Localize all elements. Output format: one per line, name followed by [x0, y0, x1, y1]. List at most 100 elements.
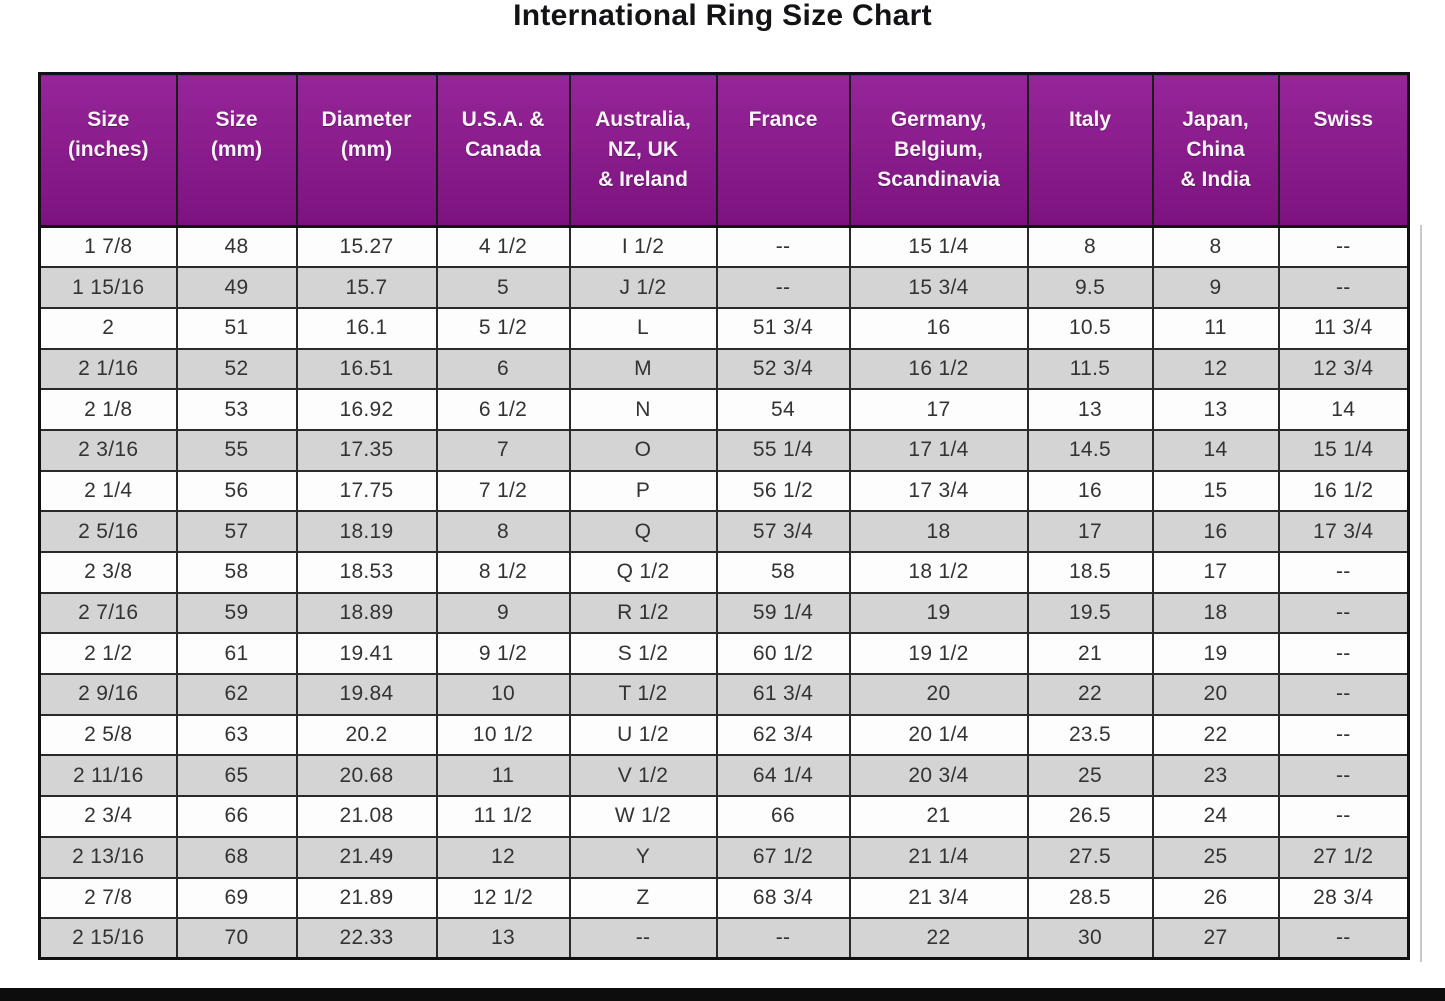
table-cell: 16.92 [295, 388, 438, 431]
table-cell: 56 1/2 [715, 469, 851, 513]
table-cell: 2 9/16 [38, 673, 178, 716]
table-cell: 57 3/4 [715, 510, 851, 553]
table-cell: 63 [175, 713, 298, 757]
table-cell: J 1/2 [568, 266, 718, 309]
table-row: 2 9/16 62 19.84 10 T 1/2 61 3/4 20 22 20 -- [38, 673, 1410, 716]
column-header: Swiss [1277, 72, 1410, 228]
table-header: Size (inches) Size (mm) Diameter (mm) U.S.A… [38, 72, 1410, 228]
table-cell: 68 [175, 835, 298, 879]
table-cell: 2 5/8 [38, 713, 178, 757]
table-cell: 9 [1151, 266, 1280, 309]
table-cell: 19 [1151, 632, 1280, 676]
page-title: International Ring Size Chart [513, 0, 932, 32]
table-cell: 11 1/2 [435, 795, 571, 838]
table-cell: 21 [1026, 632, 1154, 676]
table-row: 2 15/16 70 22.33 13 -- -- 22 30 27 -- [38, 917, 1410, 960]
table-cell: -- [568, 917, 718, 960]
table-cell: 52 [175, 347, 298, 391]
table-cell: 19.84 [295, 673, 438, 716]
table-cell: Z [568, 876, 718, 920]
table-cell: 54 [715, 388, 851, 431]
table-cell: 18.5 [1026, 551, 1154, 594]
column-header: Size (inches) [38, 72, 178, 228]
table-cell: -- [715, 225, 851, 269]
table-cell: 1 15/16 [38, 266, 178, 309]
table-cell: -- [1277, 632, 1410, 676]
table-cell: 5 1/2 [435, 306, 571, 350]
table-cell: -- [1277, 551, 1410, 594]
table-cell: 17 [1026, 510, 1154, 553]
table-cell: S 1/2 [568, 632, 718, 676]
table-cell: 19.41 [295, 632, 438, 676]
table-cell: 8 [1026, 225, 1154, 269]
table-cell: 21 1/4 [848, 835, 1029, 879]
table-cell: 16 1/2 [1277, 469, 1410, 513]
table-cell: 21.08 [295, 795, 438, 838]
column-header: Size (mm) [175, 72, 298, 228]
table-cell: 17.35 [295, 428, 438, 472]
table-cell: 5 [435, 266, 571, 309]
table-cell: 10 [435, 673, 571, 716]
table-cell: 21 3/4 [848, 876, 1029, 920]
column-header: Diameter (mm) [295, 72, 438, 228]
table-cell: 15 1/4 [1277, 428, 1410, 472]
table-row: 2 1/16 52 16.51 6 M 52 3/4 16 1/2 11.5 12 12 3/4 [38, 347, 1410, 391]
table-cell: 2 13/16 [38, 835, 178, 879]
table-cell: 66 [715, 795, 851, 838]
table-cell: U 1/2 [568, 713, 718, 757]
table-cell: 22 [1026, 673, 1154, 716]
table-cell: 14 [1277, 388, 1410, 431]
table-row: 2 1/2 61 19.41 9 1/2 S 1/2 60 1/2 19 1/2 21 19 -- [38, 632, 1410, 676]
table-cell: -- [1277, 754, 1410, 798]
column-header: Japan, China & India [1151, 72, 1280, 228]
table-cell: 16 [848, 306, 1029, 350]
ring-size-table: Size (inches) Size (mm) Diameter (mm) U.S.A… [38, 72, 1410, 961]
scan-shadow-line [1420, 225, 1422, 962]
table-cell: 52 3/4 [715, 347, 851, 391]
table-cell: 57 [175, 510, 298, 553]
table-row: 2 1/4 56 17.75 7 1/2 P 56 1/2 17 3/4 16 15 16 1/2 [38, 469, 1410, 513]
table-cell: 27.5 [1026, 835, 1154, 879]
table-cell: 18 [1151, 591, 1280, 635]
table-cell: 16.1 [295, 306, 438, 350]
table-row: 2 5/8 63 20.2 10 1/2 U 1/2 62 3/4 20 1/4 23.5 22… [38, 713, 1410, 757]
table-cell: 8 [1151, 225, 1280, 269]
table-cell: 12 1/2 [435, 876, 571, 920]
table-cell: 26 [1151, 876, 1280, 920]
table-cell: 66 [175, 795, 298, 838]
table-cell: I 1/2 [568, 225, 718, 269]
table-cell: 16 [1151, 510, 1280, 553]
table-cell: L [568, 306, 718, 350]
table-cell: 14 [1151, 428, 1280, 472]
table-cell: 21.49 [295, 835, 438, 879]
table-cell: 20 1/4 [848, 713, 1029, 757]
table-row: 2 11/16 65 20.68 11 V 1/2 64 1/4 20 3/4 25 23 -- [38, 754, 1410, 798]
table-cell: 21 [848, 795, 1029, 838]
table-cell: 11 [1151, 306, 1280, 350]
table-cell: 53 [175, 388, 298, 431]
table-cell: 9.5 [1026, 266, 1154, 309]
table-cell: 20 3/4 [848, 754, 1029, 798]
table-cell: 15 1/4 [848, 225, 1029, 269]
table-cell: 18 1/2 [848, 551, 1029, 594]
table-cell: 27 [1151, 917, 1280, 960]
header-row: Size (inches) Size (mm) Diameter (mm) U.S.A… [38, 72, 1410, 228]
table-cell: 2 1/2 [38, 632, 178, 676]
table-cell: 9 1/2 [435, 632, 571, 676]
table-cell: M [568, 347, 718, 391]
table-cell: P [568, 469, 718, 513]
table-row: 2 3/4 66 21.08 11 1/2 W 1/2 66 21 26.5 24 -- [38, 795, 1410, 838]
table-cell: 2 [38, 306, 178, 350]
table-row: 2 13/16 68 21.49 12 Y 67 1/2 21 1/4 27.5 25 27 1/… [38, 835, 1410, 879]
table-cell: -- [715, 266, 851, 309]
table-cell: 51 3/4 [715, 306, 851, 350]
table-cell: O [568, 428, 718, 472]
table-cell: 2 15/16 [38, 917, 178, 960]
table-row: 2 7/8 69 21.89 12 1/2 Z 68 3/4 21 3/4 28.5 26 28 … [38, 876, 1410, 920]
table-cell: 8 1/2 [435, 551, 571, 594]
table-cell: 2 3/16 [38, 428, 178, 472]
table-row: 1 15/16 49 15.7 5 J 1/2 -- 15 3/4 9.5 9 -- [38, 266, 1410, 309]
table-cell: 16 [1026, 469, 1154, 513]
table-cell: 22 [1151, 713, 1280, 757]
table-cell: 7 [435, 428, 571, 472]
